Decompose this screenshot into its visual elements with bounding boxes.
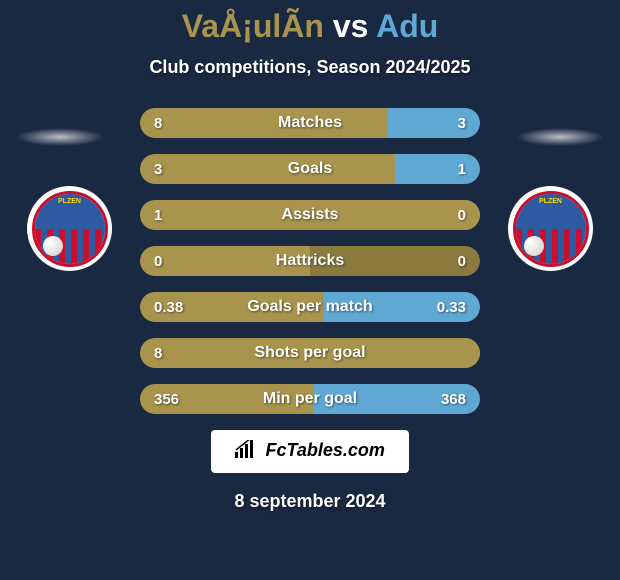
stat-value-left: 0: [154, 253, 162, 270]
stat-row: 8 Matches 3: [140, 108, 480, 138]
footer: FcTables.com 8 september 2024: [0, 430, 620, 512]
logo-text: FcTables.com: [266, 440, 385, 460]
logo-box[interactable]: FcTables.com: [211, 430, 409, 473]
vs-text: vs: [333, 8, 369, 44]
stat-value-right: 0.33: [437, 299, 466, 316]
chart-icon: [235, 440, 257, 463]
club-badge-right: PLZEN: [508, 186, 593, 271]
stats-container: 8 Matches 3 3 Goals 1 1 Assists 0 0 Hattricks 0 0.38…: [140, 108, 480, 414]
date-text: 8 september 2024: [0, 491, 620, 512]
stat-fill-right: [388, 108, 480, 138]
stat-value-left: 3: [154, 161, 162, 178]
club-badge-left: PLZEN: [27, 186, 112, 271]
stat-row: 0 Hattricks 0: [140, 246, 480, 276]
stat-value-left: 0.38: [154, 299, 183, 316]
stat-value-right: 0: [458, 253, 466, 270]
player1-name: VaÅ¡ulÃ­n: [182, 8, 324, 44]
stat-label: Goals per match: [247, 298, 372, 316]
badge-inner: PLZEN: [27, 186, 112, 271]
stat-value-left: 1: [154, 207, 162, 224]
stat-value-right: 368: [441, 391, 466, 408]
stat-value-left: 8: [154, 115, 162, 132]
stat-row: 0.38 Goals per match 0.33: [140, 292, 480, 322]
stat-fill-left: [140, 154, 395, 184]
badge-text: PLZEN: [516, 198, 586, 205]
soccer-ball-icon: [524, 236, 544, 256]
soccer-ball-icon: [43, 236, 63, 256]
stat-label: Hattricks: [276, 252, 344, 270]
badge-shadow-left: [16, 128, 104, 146]
stat-value-left: 356: [154, 391, 179, 408]
stat-value-right: 1: [458, 161, 466, 178]
header: VaÅ¡ulÃ­n vs Adu Club competitions, Seas…: [0, 0, 620, 78]
player2-name: Adu: [376, 8, 438, 44]
stat-value-right: 3: [458, 115, 466, 132]
stat-label: Shots per goal: [254, 344, 365, 362]
stat-value-right: 0: [458, 207, 466, 224]
stat-row: 3 Goals 1: [140, 154, 480, 184]
content: PLZEN PLZEN 8 Matches 3 3 Goals 1 1 Assists 0 0 Ha…: [0, 108, 620, 414]
badge-inner: PLZEN: [508, 186, 593, 271]
badge-shadow-right: [516, 128, 604, 146]
stat-row: 356 Min per goal 368: [140, 384, 480, 414]
subtitle: Club competitions, Season 2024/2025: [0, 57, 620, 78]
stat-row: 1 Assists 0: [140, 200, 480, 230]
badge-top: PLZEN: [516, 194, 586, 229]
badge-circle: PLZEN: [32, 191, 108, 267]
stat-fill-right: [395, 154, 480, 184]
stat-fill-left: [140, 108, 388, 138]
page-title: VaÅ¡ulÃ­n vs Adu: [0, 8, 620, 45]
badge-top: PLZEN: [35, 194, 105, 229]
stat-value-left: 8: [154, 345, 162, 362]
badge-circle: PLZEN: [513, 191, 589, 267]
stat-label: Min per goal: [263, 390, 357, 408]
stat-label: Assists: [282, 206, 339, 224]
stat-label: Matches: [278, 114, 342, 132]
badge-text: PLZEN: [35, 198, 105, 205]
stat-label: Goals: [288, 160, 332, 178]
stat-row: 8 Shots per goal: [140, 338, 480, 368]
